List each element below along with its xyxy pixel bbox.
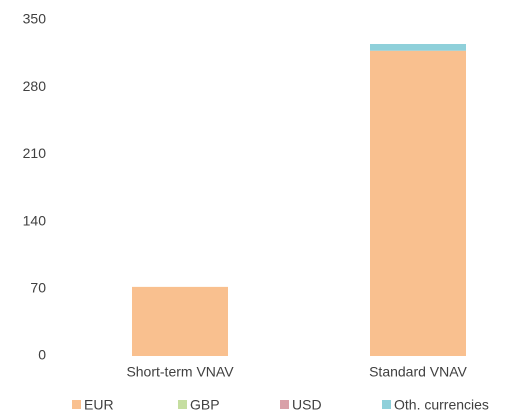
y-tick-label: 210 (23, 145, 47, 161)
bar-segment (132, 286, 228, 356)
bar-segment (370, 50, 466, 356)
legend-swatch (280, 400, 289, 409)
x-tick-label: Standard VNAV (369, 364, 467, 380)
legend-label: EUR (84, 397, 114, 412)
y-tick-label: 350 (23, 11, 47, 27)
x-tick-label: Short-term VNAV (126, 364, 234, 380)
legend-swatch (178, 400, 187, 409)
y-tick-label: 0 (38, 347, 46, 363)
legend-swatch (382, 400, 391, 409)
y-tick-label: 70 (30, 280, 46, 296)
y-tick-label: 140 (23, 212, 47, 228)
legend-label: Oth. currencies (394, 397, 489, 412)
legend-label: USD (292, 397, 322, 412)
legend-label: GBP (190, 397, 220, 412)
legend-swatch (72, 400, 81, 409)
y-tick-label: 280 (23, 78, 47, 94)
bar-segment (370, 44, 466, 51)
